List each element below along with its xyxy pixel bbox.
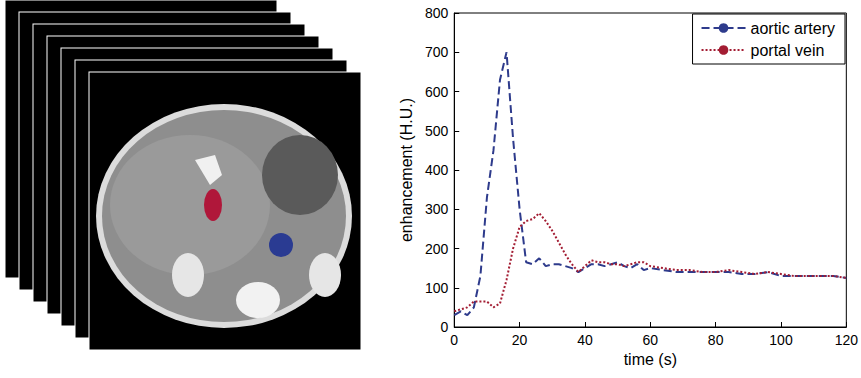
- svg-text:40: 40: [577, 332, 593, 348]
- svg-text:800: 800: [425, 5, 449, 21]
- svg-text:200: 200: [425, 241, 449, 257]
- svg-text:100: 100: [425, 280, 449, 296]
- svg-text:0: 0: [450, 332, 458, 348]
- svg-text:80: 80: [708, 332, 724, 348]
- svg-text:20: 20: [512, 332, 528, 348]
- svg-text:portal vein: portal vein: [751, 42, 825, 59]
- svg-text:aortic artery: aortic artery: [751, 20, 835, 37]
- svg-text:120: 120: [835, 332, 859, 348]
- svg-text:600: 600: [425, 84, 449, 100]
- svg-text:700: 700: [425, 44, 449, 60]
- svg-text:100: 100: [769, 332, 793, 348]
- svg-text:60: 60: [643, 332, 659, 348]
- svg-text:enhancement (H.U.): enhancement (H.U.): [398, 98, 415, 242]
- svg-text:time (s): time (s): [624, 351, 677, 368]
- svg-text:300: 300: [425, 201, 449, 217]
- svg-text:400: 400: [425, 162, 449, 178]
- svg-text:500: 500: [425, 123, 449, 139]
- svg-text:0: 0: [440, 319, 448, 335]
